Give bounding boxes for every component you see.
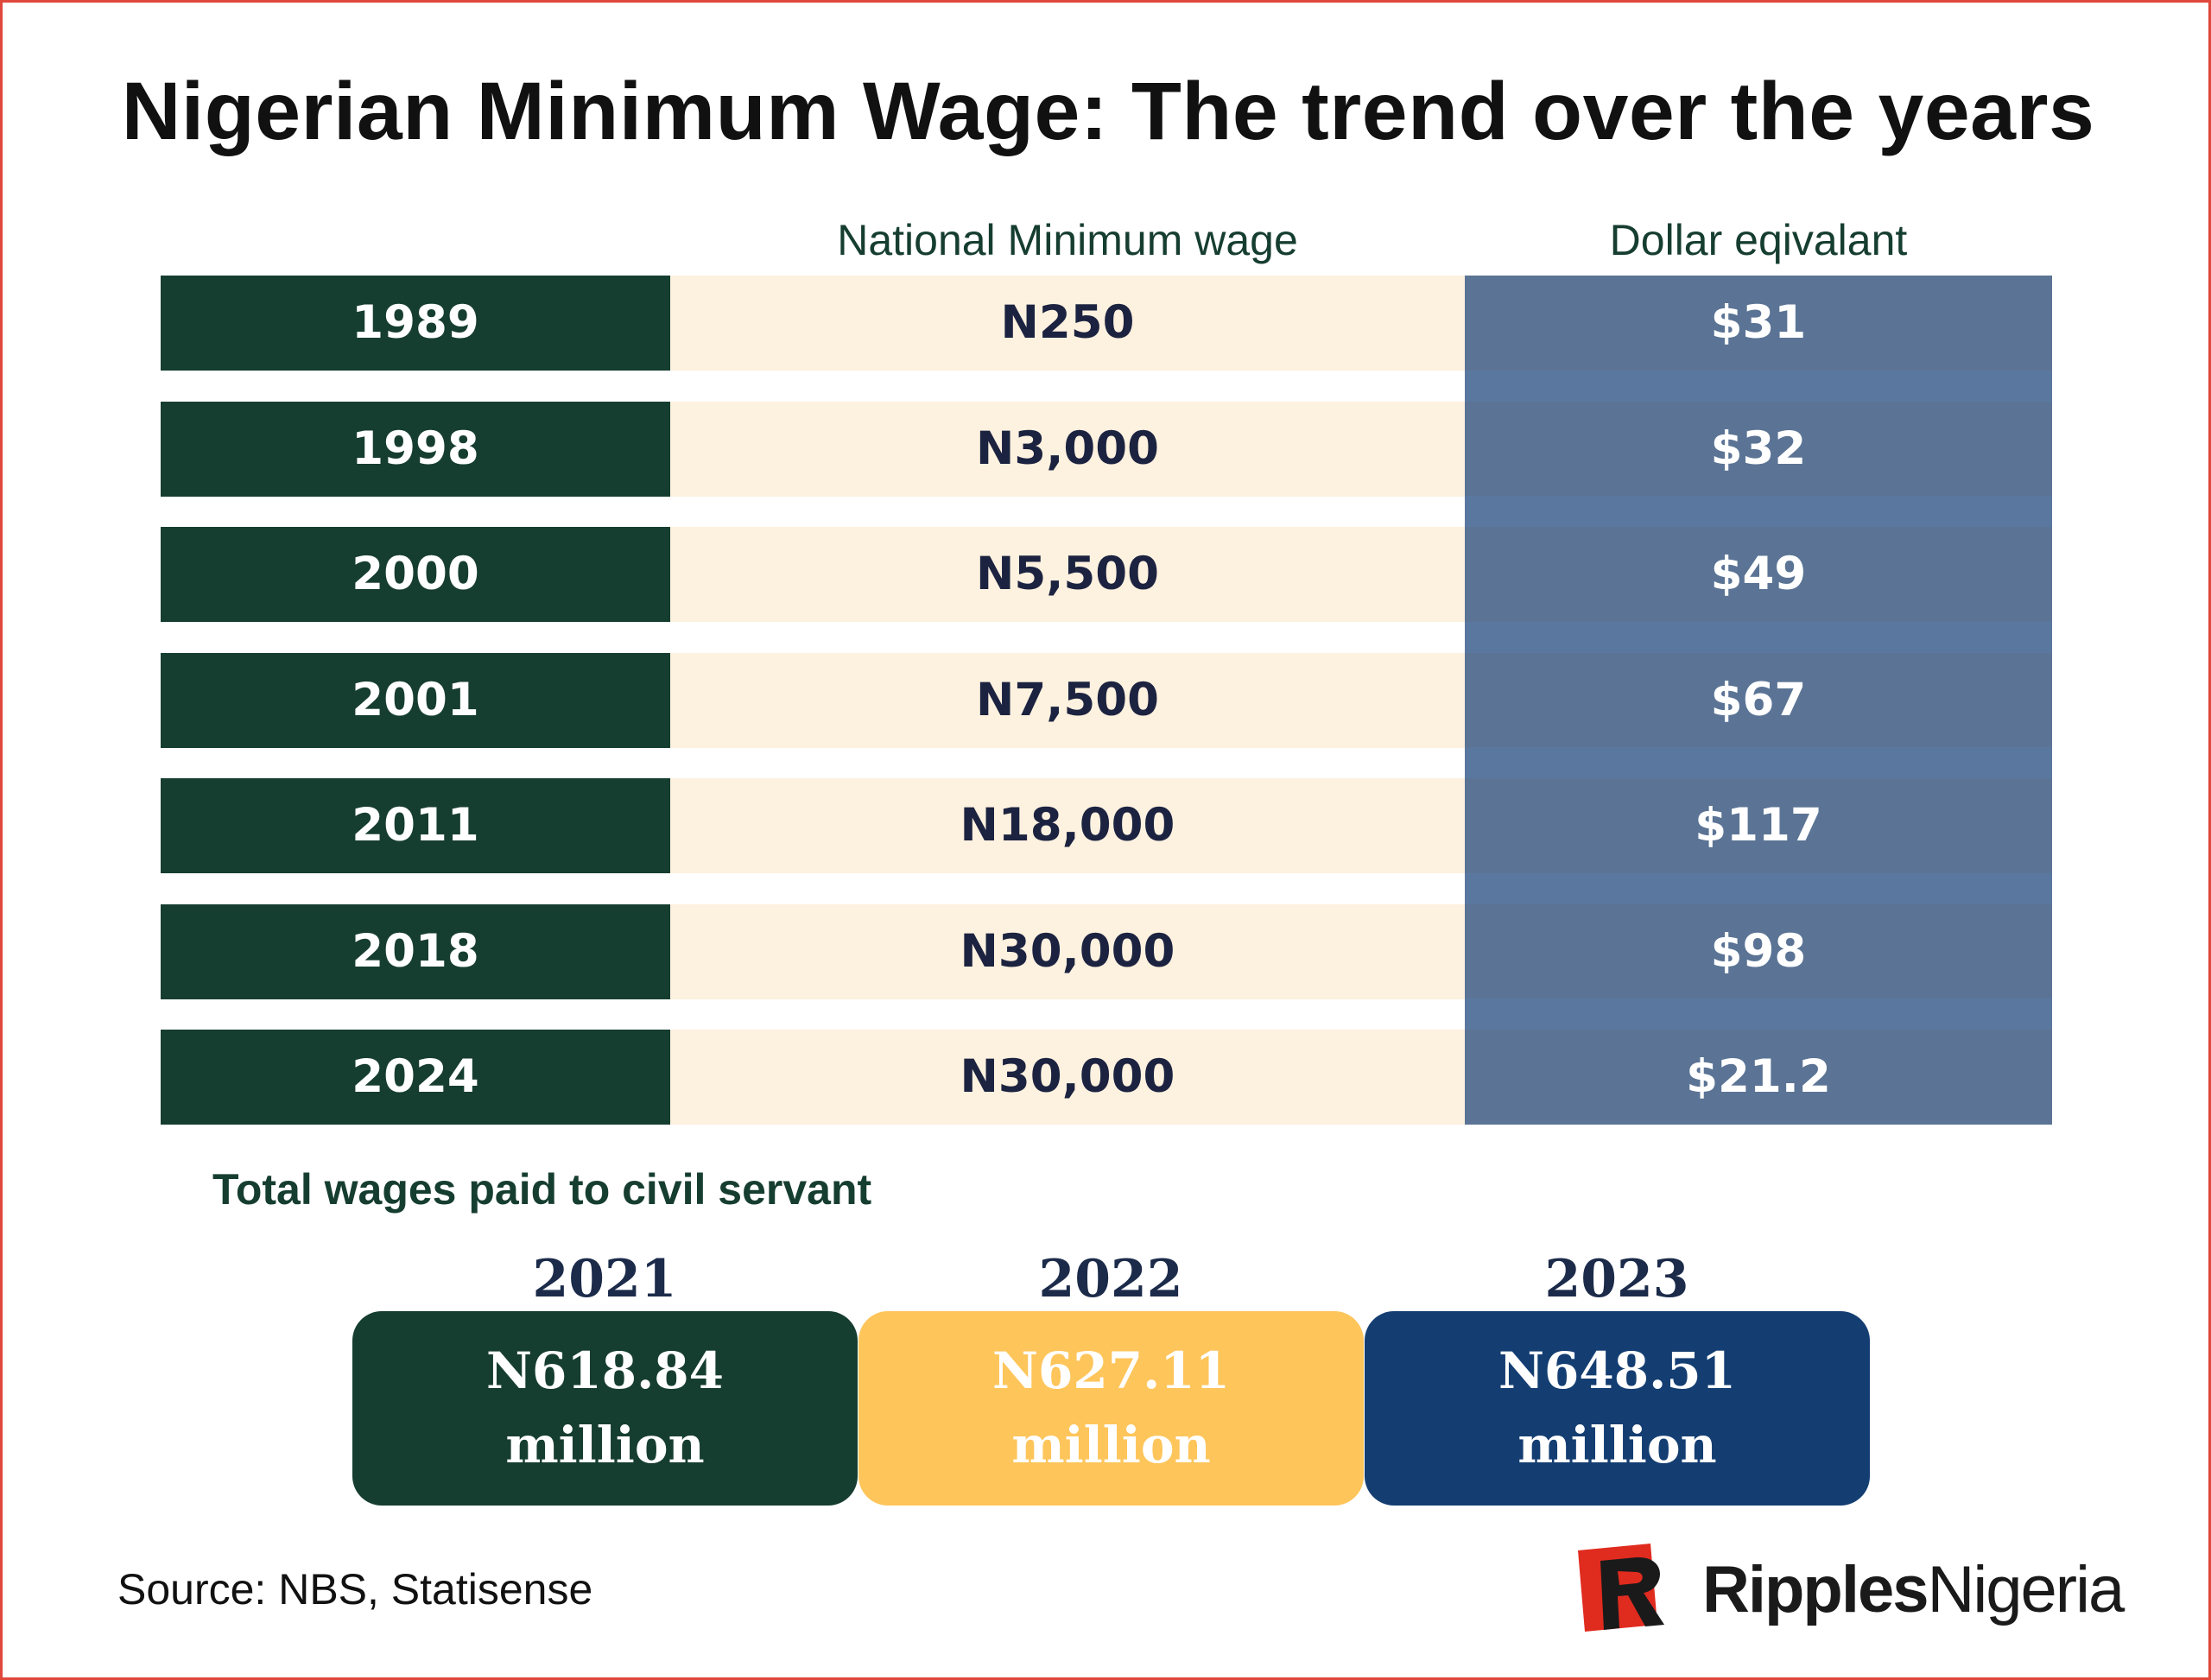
- table-row: 2018 N30,000 $98: [161, 904, 2052, 999]
- usd-cell: $32: [1465, 402, 2052, 497]
- usd-column-gap: [1465, 998, 2052, 1030]
- logo-wordmark: RipplesNigeria: [1702, 1547, 2125, 1633]
- column-header-wage: National Minimum wage: [837, 216, 1298, 264]
- wage-cell: N3,000: [670, 402, 1465, 497]
- total-amount: N627.11: [992, 1341, 1230, 1400]
- wage-cell: N30,000: [670, 904, 1465, 999]
- wage-cell: N18,000: [670, 778, 1465, 873]
- wage-cell: N7,500: [670, 653, 1465, 748]
- total-year-label: 2023: [1544, 1249, 1689, 1309]
- total-amount: N648.51: [1498, 1341, 1736, 1400]
- table-row: 2011 N18,000 $117: [161, 778, 2052, 873]
- usd-cell: $117: [1465, 778, 2052, 873]
- total-year-label: 2022: [1038, 1249, 1183, 1309]
- ripples-nigeria-logo: RipplesNigeria: [1574, 1542, 2127, 1637]
- total-unit: million: [1517, 1416, 1717, 1474]
- table-row: 1998 N3,000 $32: [161, 402, 2052, 497]
- usd-cell: $49: [1465, 527, 2052, 622]
- table-row: 2024 N30,000 $21.2: [161, 1030, 2052, 1125]
- total-wage-box: N627.11 million: [858, 1311, 1364, 1506]
- logo-brand-bold: Ripples: [1702, 1553, 1929, 1626]
- wage-cell: N5,500: [670, 527, 1465, 622]
- usd-column-gap: [1465, 496, 2052, 527]
- column-header-usd: Dollar eqivalant: [1609, 216, 1908, 264]
- wage-cell: N30,000: [670, 1030, 1465, 1125]
- ripples-r-logo-icon: [1578, 1544, 1664, 1632]
- usd-column-gap: [1465, 747, 2052, 778]
- total-unit: million: [1011, 1416, 1211, 1474]
- logo-brand-regular: Nigeria: [1927, 1553, 2125, 1626]
- usd-column-gap: [1465, 622, 2052, 653]
- usd-column-gap: [1465, 371, 2052, 402]
- total-unit: million: [505, 1416, 705, 1474]
- year-cell: 2000: [161, 527, 670, 622]
- totals-heading: Total wages paid to civil servant: [212, 1165, 872, 1214]
- year-cell: 2011: [161, 778, 670, 873]
- total-year-label: 2021: [532, 1249, 677, 1309]
- source-note: Source: NBS, Statisense: [117, 1565, 593, 1613]
- usd-cell: $67: [1465, 653, 2052, 748]
- year-cell: 2024: [161, 1030, 670, 1125]
- year-cell: 1989: [161, 276, 670, 371]
- table-row: 2001 N7,500 $67: [161, 653, 2052, 748]
- usd-cell: $98: [1465, 904, 2052, 999]
- table-row: 1989 N250 $31: [161, 276, 2052, 371]
- year-cell: 2001: [161, 653, 670, 748]
- usd-cell: $31: [1465, 276, 2052, 371]
- year-cell: 1998: [161, 402, 670, 497]
- wage-cell: N250: [670, 276, 1465, 371]
- total-amount: N618.84: [486, 1341, 724, 1400]
- page-title: Nigerian Minimum Wage: The trend over th…: [121, 66, 2095, 157]
- total-wage-box: N618.84 million: [352, 1311, 858, 1506]
- usd-cell: $21.2: [1465, 1030, 2052, 1125]
- total-wage-box: N648.51 million: [1365, 1311, 1870, 1506]
- usd-column-gap: [1465, 873, 2052, 904]
- year-cell: 2018: [161, 904, 670, 999]
- table-row: 2000 N5,500 $49: [161, 527, 2052, 622]
